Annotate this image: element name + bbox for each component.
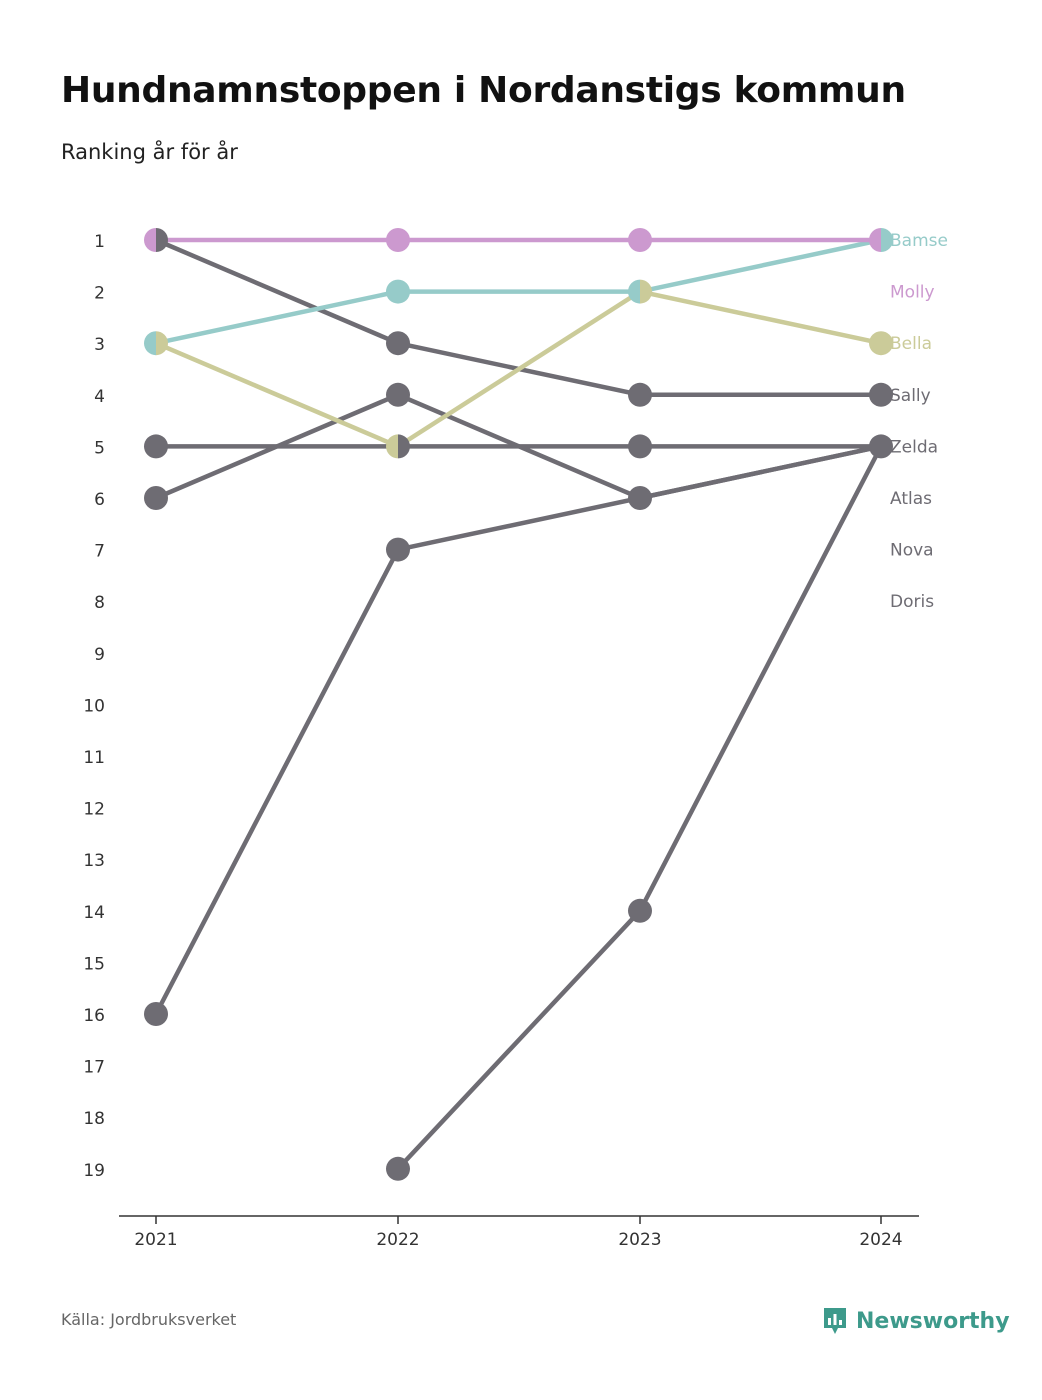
point-molly-2021	[144, 228, 156, 252]
series-label-bamse: Bamse	[890, 231, 948, 251]
y-tick-label-14: 14	[83, 903, 105, 923]
y-tick-label-5: 5	[94, 438, 105, 458]
source-note: Källa: Jordbruksverket	[61, 1310, 237, 1329]
series-line-bamse	[155, 237, 882, 346]
x-tick-label-2022: 2022	[376, 1230, 419, 1250]
point-zelda-2021	[144, 434, 168, 459]
point-nova-2022	[386, 537, 410, 562]
point-sally-2021	[156, 228, 168, 252]
series-labels: Bamse Molly Bella Sally Zelda Atlas Nova Doris	[890, 231, 948, 612]
point-molly-2023	[628, 228, 652, 252]
y-tick-label-1: 1	[94, 232, 105, 252]
y-tick-label-13: 13	[83, 851, 105, 871]
y-tick-label-15: 15	[83, 954, 105, 974]
point-atlas-2023	[640, 486, 652, 510]
point-bella-2024	[869, 331, 893, 356]
y-tick-label-12: 12	[83, 800, 105, 820]
brand-name: Newsworthy	[856, 1308, 1010, 1334]
series-line-nova	[154, 444, 882, 1016]
y-tick-label-4: 4	[94, 387, 105, 407]
series-line-bella	[155, 289, 882, 449]
point-atlas-2022	[386, 382, 410, 407]
point-atlas-2021	[144, 486, 168, 510]
y-tick-label-18: 18	[83, 1109, 105, 1129]
point-nova-2021	[144, 1002, 168, 1026]
point-bamse-2023	[628, 279, 640, 304]
x-tick-label-2024: 2024	[859, 1230, 902, 1250]
point-doris-2023	[628, 898, 652, 923]
y-tick-label-7: 7	[94, 542, 105, 562]
y-tick-label-9: 9	[94, 645, 105, 665]
point-bamse-2021	[144, 331, 156, 356]
y-tick-label-8: 8	[94, 593, 105, 613]
point-nova-2023	[628, 486, 640, 510]
point-doris-2022	[386, 1156, 410, 1181]
series-label-nova: Nova	[890, 541, 934, 561]
y-tick-label-17: 17	[83, 1058, 105, 1078]
point-bella-2023	[640, 279, 652, 304]
series-label-sally: Sally	[890, 386, 931, 406]
brand-logo[interactable]: Newsworthy	[822, 1306, 1010, 1336]
point-molly-2024	[869, 228, 881, 252]
point-sally-2022	[386, 331, 410, 356]
series-line-doris	[396, 445, 883, 1171]
point-zelda-2023	[628, 434, 652, 459]
series-label-doris: Doris	[890, 592, 934, 612]
point-molly-2022	[386, 228, 410, 252]
x-axis: 2021 2022 2023 2024	[119, 1215, 919, 1250]
series-lines	[154, 237, 883, 1171]
series-points	[144, 228, 894, 1181]
y-tick-label-2: 2	[94, 284, 105, 304]
point-bamse-2022	[386, 279, 410, 304]
point-bamse-2024	[881, 228, 893, 252]
y-tick-label-11: 11	[83, 748, 105, 768]
y-tick-label-19: 19	[83, 1161, 105, 1181]
point-doris-2024	[869, 434, 881, 459]
chart-subtitle: Ranking år för år	[61, 140, 238, 164]
y-tick-label-3: 3	[94, 335, 105, 355]
series-label-atlas: Atlas	[890, 489, 932, 509]
point-sally-2024	[869, 382, 893, 407]
y-tick-label-16: 16	[83, 1006, 105, 1026]
y-tick-label-10: 10	[83, 696, 105, 716]
point-zelda-2022	[398, 434, 410, 459]
series-label-bella: Bella	[890, 334, 932, 354]
x-tick-label-2023: 2023	[618, 1230, 661, 1250]
point-bella-2021	[156, 331, 168, 356]
chart-title: Hundnamnstoppen i Nordanstigs kommun	[61, 70, 906, 111]
point-zelda-2024	[881, 434, 894, 459]
series-label-zelda: Zelda	[890, 437, 938, 457]
point-bella-2022	[386, 434, 398, 459]
series-label-molly: Molly	[890, 283, 935, 303]
point-sally-2023	[628, 382, 652, 407]
y-tick-label-6: 6	[94, 490, 105, 510]
x-tick-label-2021: 2021	[134, 1230, 177, 1250]
newsworthy-logo-icon	[824, 1308, 846, 1334]
